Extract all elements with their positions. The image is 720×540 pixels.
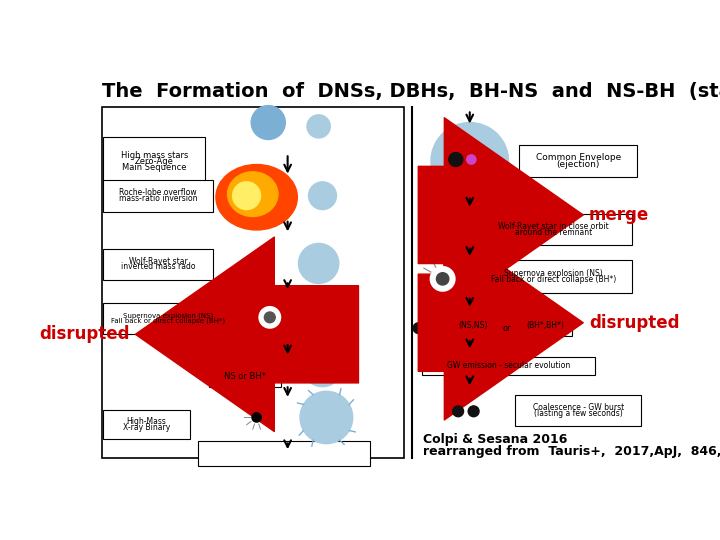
Text: Fall back or direct collapse (BH*): Fall back or direct collapse (BH*) <box>111 318 225 324</box>
Text: (ejection): (ejection) <box>557 160 600 169</box>
Circle shape <box>467 155 476 164</box>
Text: mass-ratio inversion: mass-ratio inversion <box>119 194 197 203</box>
Circle shape <box>426 323 436 334</box>
Text: or: or <box>503 323 511 333</box>
Text: inverted mass rado: inverted mass rado <box>121 262 195 272</box>
Circle shape <box>255 258 266 269</box>
FancyBboxPatch shape <box>519 145 637 177</box>
Text: Coalescence - GW burst: Coalescence - GW burst <box>533 403 624 412</box>
Circle shape <box>436 273 449 285</box>
Circle shape <box>264 312 275 323</box>
FancyBboxPatch shape <box>475 260 631 293</box>
Text: NS or BH*: NS or BH* <box>224 372 266 381</box>
FancyBboxPatch shape <box>446 316 500 336</box>
Text: X-ray Binary: X-ray Binary <box>123 423 170 431</box>
Circle shape <box>251 106 285 139</box>
Text: Supernova explosion (NS): Supernova explosion (NS) <box>123 312 213 319</box>
Text: Supernova explosion (NS): Supernova explosion (NS) <box>504 269 603 278</box>
FancyBboxPatch shape <box>518 316 572 336</box>
Text: Roche-lobe overflow: Roche-lobe overflow <box>120 188 197 198</box>
Text: disrupted: disrupted <box>39 325 130 343</box>
FancyBboxPatch shape <box>210 366 281 387</box>
Text: (NS,NS): (NS,NS) <box>458 321 487 330</box>
Text: Colpi & Sesana 2016: Colpi & Sesana 2016 <box>423 433 567 446</box>
Text: (BH*,BH*): (BH*,BH*) <box>526 321 564 330</box>
Circle shape <box>309 182 336 210</box>
Circle shape <box>302 347 343 387</box>
Circle shape <box>468 406 479 417</box>
Text: Fall back or direct collapse (BH*): Fall back or direct collapse (BH*) <box>491 275 616 284</box>
FancyBboxPatch shape <box>103 179 213 212</box>
Text: GW emission - secular evolution: GW emission - secular evolution <box>447 361 570 370</box>
Ellipse shape <box>228 172 278 217</box>
Circle shape <box>252 413 261 422</box>
Text: rearranged from  Tauris+,  2017,ApJ,  846,170: rearranged from Tauris+, 2017,ApJ, 846,1… <box>423 445 720 458</box>
FancyBboxPatch shape <box>516 395 641 426</box>
FancyBboxPatch shape <box>103 410 190 439</box>
FancyBboxPatch shape <box>103 249 213 280</box>
Text: Wolf-Rayet star in close orbit: Wolf-Rayet star in close orbit <box>498 222 609 231</box>
Circle shape <box>433 220 445 233</box>
Circle shape <box>432 268 454 289</box>
FancyBboxPatch shape <box>475 214 631 245</box>
Text: Wolf-Rayet star: Wolf-Rayet star <box>129 257 188 266</box>
Text: Zero-Age: Zero-Age <box>135 157 174 166</box>
FancyBboxPatch shape <box>102 107 404 457</box>
FancyBboxPatch shape <box>103 303 233 334</box>
FancyBboxPatch shape <box>103 137 205 185</box>
Text: disrupted: disrupted <box>589 314 680 332</box>
Circle shape <box>449 153 463 166</box>
Text: Main Sequence: Main Sequence <box>122 163 186 172</box>
Text: around the remnant: around the remnant <box>515 228 592 237</box>
Circle shape <box>431 123 508 200</box>
Text: (lasting a few seconds): (lasting a few seconds) <box>534 409 623 418</box>
Text: High mass stars: High mass stars <box>121 151 188 159</box>
Circle shape <box>307 115 330 138</box>
FancyBboxPatch shape <box>198 441 370 466</box>
Ellipse shape <box>216 165 297 230</box>
FancyBboxPatch shape <box>423 356 595 375</box>
Circle shape <box>233 182 261 210</box>
Text: The  Formation  of  DNSs, DBHs,  BH-NS  and  NS-BH  (standard  mode: The Formation of DNSs, DBHs, BH-NS and N… <box>102 82 720 101</box>
Circle shape <box>299 244 339 284</box>
Circle shape <box>261 308 279 327</box>
Circle shape <box>453 406 464 417</box>
Circle shape <box>300 392 353 444</box>
Circle shape <box>303 298 342 336</box>
Text: merge: merge <box>589 206 649 224</box>
Circle shape <box>413 323 424 334</box>
Circle shape <box>451 222 461 231</box>
Text: Common Envelope: Common Envelope <box>536 153 621 163</box>
Text: High-Mass: High-Mass <box>127 417 166 426</box>
Circle shape <box>264 363 273 372</box>
